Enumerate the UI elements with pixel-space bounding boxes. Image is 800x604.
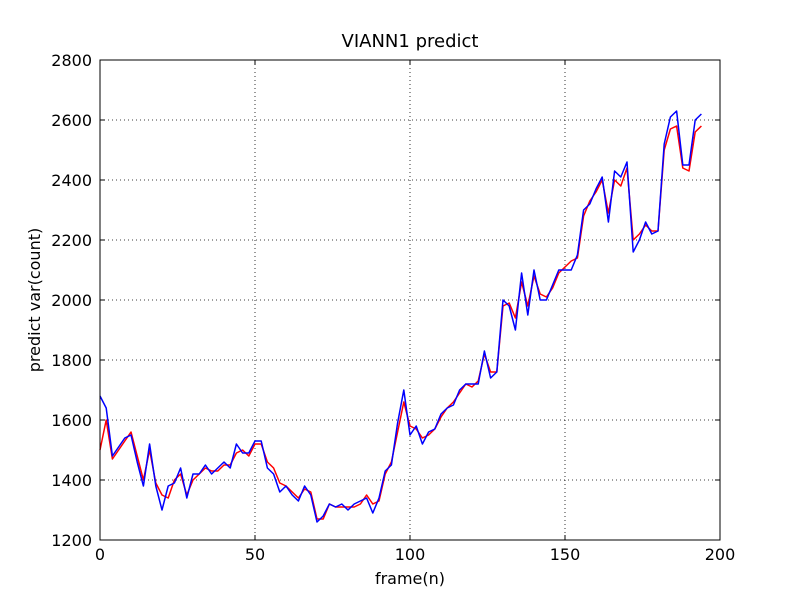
y-tick-label: 1400 <box>51 471 92 490</box>
y-tick-label: 2600 <box>51 111 92 130</box>
x-tick-label: 150 <box>550 545 581 564</box>
plot-frame <box>99 59 721 541</box>
y-tick-label: 2800 <box>51 51 92 70</box>
y-tick-label: 2000 <box>51 291 92 310</box>
x-tick-label: 50 <box>245 545 265 564</box>
chart-title: VIANN1 predict <box>342 31 479 52</box>
y-tick-label: 2400 <box>51 171 92 190</box>
x-axis-label: frame(n) <box>375 569 445 588</box>
x-tick-label: 0 <box>95 545 105 564</box>
plot-area: 1200 1400 1600 1800 2000 2200 2400 2600 2800 0 50 1… <box>51 51 735 564</box>
y-tick-label: 1800 <box>51 351 92 370</box>
y-axis-label: predict var(count) <box>25 228 44 372</box>
x-tick-label: 100 <box>395 545 426 564</box>
series-line <box>99 110 702 523</box>
y-tick-label: 1200 <box>51 531 92 550</box>
y-tick-label: 2200 <box>51 231 92 250</box>
x-tick-label: 200 <box>705 545 736 564</box>
y-tick-label: 1600 <box>51 411 92 430</box>
